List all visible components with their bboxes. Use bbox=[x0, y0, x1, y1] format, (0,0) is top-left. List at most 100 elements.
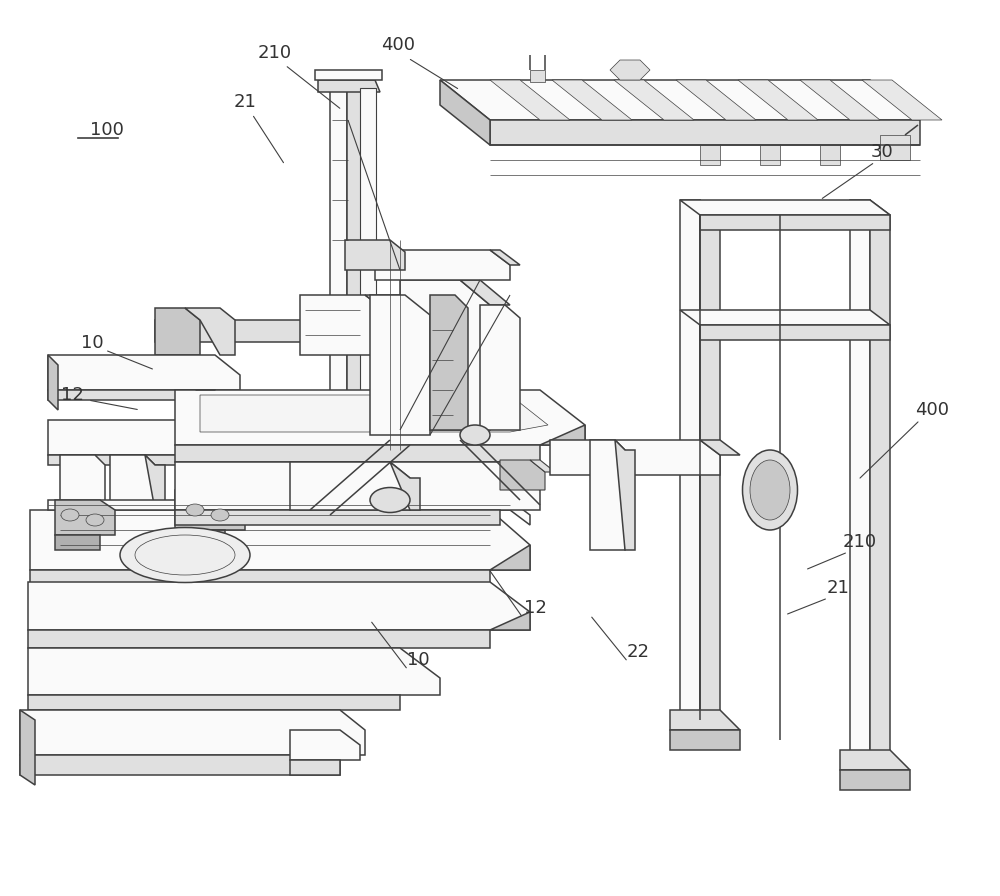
Polygon shape bbox=[365, 295, 420, 310]
Polygon shape bbox=[48, 355, 58, 410]
Polygon shape bbox=[530, 70, 545, 82]
Polygon shape bbox=[680, 310, 890, 325]
Polygon shape bbox=[738, 80, 818, 120]
Polygon shape bbox=[800, 80, 880, 120]
Text: 10: 10 bbox=[81, 334, 103, 352]
Polygon shape bbox=[290, 760, 340, 775]
Polygon shape bbox=[48, 355, 240, 390]
Ellipse shape bbox=[211, 509, 229, 521]
Polygon shape bbox=[614, 80, 694, 120]
Polygon shape bbox=[28, 648, 440, 695]
Polygon shape bbox=[48, 420, 240, 455]
Text: 210: 210 bbox=[258, 44, 292, 62]
Polygon shape bbox=[315, 70, 382, 80]
Polygon shape bbox=[440, 80, 490, 145]
Polygon shape bbox=[290, 462, 410, 510]
Text: 30: 30 bbox=[871, 143, 893, 161]
Polygon shape bbox=[175, 490, 245, 530]
Polygon shape bbox=[175, 530, 225, 545]
Ellipse shape bbox=[742, 450, 798, 530]
Ellipse shape bbox=[120, 528, 250, 582]
Ellipse shape bbox=[61, 509, 79, 521]
Polygon shape bbox=[862, 80, 942, 120]
Text: 400: 400 bbox=[381, 36, 415, 54]
Polygon shape bbox=[20, 755, 340, 775]
Polygon shape bbox=[390, 462, 420, 510]
Polygon shape bbox=[360, 88, 376, 540]
Text: 22: 22 bbox=[626, 643, 650, 661]
Polygon shape bbox=[20, 710, 365, 755]
Polygon shape bbox=[490, 120, 920, 145]
Text: 210: 210 bbox=[843, 533, 877, 551]
Polygon shape bbox=[480, 305, 520, 430]
Polygon shape bbox=[145, 455, 165, 510]
Polygon shape bbox=[870, 200, 890, 775]
Polygon shape bbox=[550, 440, 720, 475]
Polygon shape bbox=[175, 390, 585, 445]
Polygon shape bbox=[30, 510, 530, 570]
Text: 12: 12 bbox=[524, 599, 546, 617]
Polygon shape bbox=[540, 425, 585, 445]
Polygon shape bbox=[700, 325, 890, 340]
Polygon shape bbox=[760, 145, 780, 165]
Polygon shape bbox=[345, 240, 405, 270]
Text: 12: 12 bbox=[61, 386, 83, 404]
Polygon shape bbox=[330, 80, 347, 540]
Polygon shape bbox=[48, 455, 215, 465]
Polygon shape bbox=[552, 80, 632, 120]
Text: 400: 400 bbox=[915, 401, 949, 419]
Polygon shape bbox=[110, 455, 155, 510]
Polygon shape bbox=[28, 695, 400, 710]
Polygon shape bbox=[28, 630, 490, 648]
Polygon shape bbox=[400, 280, 490, 430]
Polygon shape bbox=[440, 80, 920, 120]
Polygon shape bbox=[490, 545, 530, 570]
Polygon shape bbox=[290, 730, 360, 760]
Text: 100: 100 bbox=[90, 121, 124, 139]
Polygon shape bbox=[490, 250, 520, 265]
Polygon shape bbox=[318, 80, 380, 92]
Ellipse shape bbox=[186, 504, 204, 516]
Polygon shape bbox=[175, 510, 500, 525]
Polygon shape bbox=[590, 440, 625, 550]
Polygon shape bbox=[680, 200, 700, 720]
Polygon shape bbox=[28, 582, 530, 630]
Polygon shape bbox=[615, 440, 635, 550]
Polygon shape bbox=[175, 445, 540, 462]
Ellipse shape bbox=[750, 460, 790, 520]
Polygon shape bbox=[48, 390, 215, 400]
Polygon shape bbox=[490, 612, 530, 630]
Polygon shape bbox=[700, 145, 720, 165]
Polygon shape bbox=[20, 710, 35, 785]
Polygon shape bbox=[370, 295, 430, 435]
Polygon shape bbox=[670, 730, 740, 750]
Ellipse shape bbox=[370, 487, 410, 513]
Text: 21: 21 bbox=[234, 93, 256, 111]
Polygon shape bbox=[490, 80, 570, 120]
Polygon shape bbox=[155, 320, 445, 342]
Polygon shape bbox=[55, 500, 115, 535]
Polygon shape bbox=[820, 145, 840, 165]
Polygon shape bbox=[680, 200, 890, 215]
Polygon shape bbox=[880, 135, 910, 160]
Polygon shape bbox=[700, 200, 720, 735]
Polygon shape bbox=[185, 308, 235, 355]
Polygon shape bbox=[700, 215, 890, 230]
Polygon shape bbox=[375, 250, 510, 280]
Polygon shape bbox=[48, 500, 530, 525]
Ellipse shape bbox=[460, 425, 490, 445]
Polygon shape bbox=[530, 460, 555, 472]
Polygon shape bbox=[300, 295, 385, 355]
Polygon shape bbox=[200, 395, 548, 432]
Polygon shape bbox=[676, 80, 756, 120]
Polygon shape bbox=[55, 535, 100, 550]
Polygon shape bbox=[30, 570, 490, 585]
Polygon shape bbox=[347, 80, 364, 552]
Text: 21: 21 bbox=[827, 579, 849, 597]
Polygon shape bbox=[610, 60, 650, 80]
Polygon shape bbox=[60, 455, 105, 510]
Polygon shape bbox=[430, 295, 468, 430]
Polygon shape bbox=[155, 308, 200, 355]
Polygon shape bbox=[850, 200, 870, 760]
Polygon shape bbox=[175, 462, 540, 510]
